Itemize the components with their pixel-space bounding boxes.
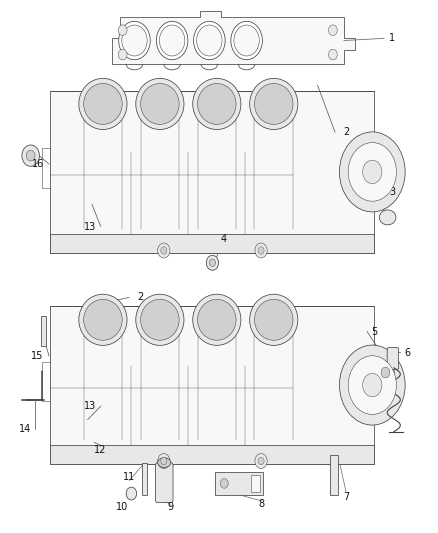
Circle shape [348, 356, 396, 415]
Ellipse shape [194, 21, 225, 60]
Circle shape [161, 247, 167, 254]
Ellipse shape [79, 294, 127, 345]
Ellipse shape [197, 25, 222, 56]
Text: 2: 2 [343, 127, 349, 137]
Text: 1: 1 [389, 34, 395, 43]
Circle shape [161, 457, 167, 465]
Ellipse shape [84, 300, 122, 340]
Ellipse shape [84, 84, 122, 124]
FancyBboxPatch shape [41, 317, 46, 346]
Ellipse shape [141, 300, 179, 340]
Circle shape [377, 362, 394, 383]
FancyBboxPatch shape [387, 348, 399, 369]
Text: 3: 3 [389, 187, 395, 197]
Ellipse shape [193, 78, 241, 130]
Circle shape [381, 367, 390, 378]
Circle shape [258, 457, 264, 465]
Circle shape [118, 49, 127, 60]
Circle shape [158, 243, 170, 258]
Text: 10: 10 [116, 503, 128, 512]
Circle shape [328, 49, 337, 60]
FancyBboxPatch shape [155, 463, 173, 503]
Text: 14: 14 [19, 424, 32, 434]
Ellipse shape [231, 21, 262, 60]
Ellipse shape [141, 84, 179, 124]
Circle shape [209, 259, 215, 266]
Ellipse shape [254, 84, 293, 124]
Circle shape [206, 255, 219, 270]
Circle shape [158, 454, 170, 469]
Ellipse shape [79, 78, 127, 130]
FancyBboxPatch shape [142, 463, 147, 495]
Circle shape [255, 243, 267, 258]
Ellipse shape [156, 21, 188, 60]
Circle shape [22, 145, 39, 166]
Ellipse shape [136, 78, 184, 130]
Text: 9: 9 [168, 503, 174, 512]
Ellipse shape [119, 21, 150, 60]
FancyBboxPatch shape [50, 445, 374, 464]
Text: 7: 7 [343, 492, 349, 502]
Ellipse shape [198, 84, 236, 124]
Ellipse shape [234, 25, 259, 56]
Circle shape [220, 479, 228, 488]
Polygon shape [112, 11, 355, 64]
Ellipse shape [250, 78, 298, 130]
Text: 16: 16 [32, 159, 45, 169]
FancyBboxPatch shape [251, 475, 260, 492]
Ellipse shape [198, 300, 236, 340]
Circle shape [118, 25, 127, 36]
Circle shape [363, 374, 382, 397]
Ellipse shape [193, 294, 241, 345]
Text: 8: 8 [259, 499, 265, 508]
Ellipse shape [379, 210, 396, 225]
Ellipse shape [158, 458, 171, 467]
Text: 4: 4 [220, 234, 226, 244]
Text: 13: 13 [84, 222, 96, 231]
Circle shape [126, 487, 137, 500]
Text: 2: 2 [137, 293, 143, 302]
Text: 12: 12 [94, 446, 106, 455]
Ellipse shape [254, 300, 293, 340]
Circle shape [258, 247, 264, 254]
FancyBboxPatch shape [50, 306, 374, 464]
Circle shape [348, 142, 396, 201]
FancyBboxPatch shape [215, 472, 263, 495]
Circle shape [363, 160, 382, 183]
Text: 15: 15 [31, 351, 43, 361]
Ellipse shape [122, 25, 147, 56]
Text: 11: 11 [123, 472, 135, 482]
Text: 13: 13 [84, 401, 96, 411]
FancyBboxPatch shape [50, 233, 374, 253]
Text: 5: 5 [371, 327, 378, 336]
Circle shape [328, 25, 337, 36]
Ellipse shape [250, 294, 298, 345]
Circle shape [255, 454, 267, 469]
FancyBboxPatch shape [330, 455, 338, 495]
Ellipse shape [159, 25, 185, 56]
Text: 6: 6 [404, 348, 410, 358]
FancyBboxPatch shape [50, 91, 374, 253]
Ellipse shape [136, 294, 184, 345]
Circle shape [339, 345, 405, 425]
Circle shape [339, 132, 405, 212]
Circle shape [26, 150, 35, 161]
